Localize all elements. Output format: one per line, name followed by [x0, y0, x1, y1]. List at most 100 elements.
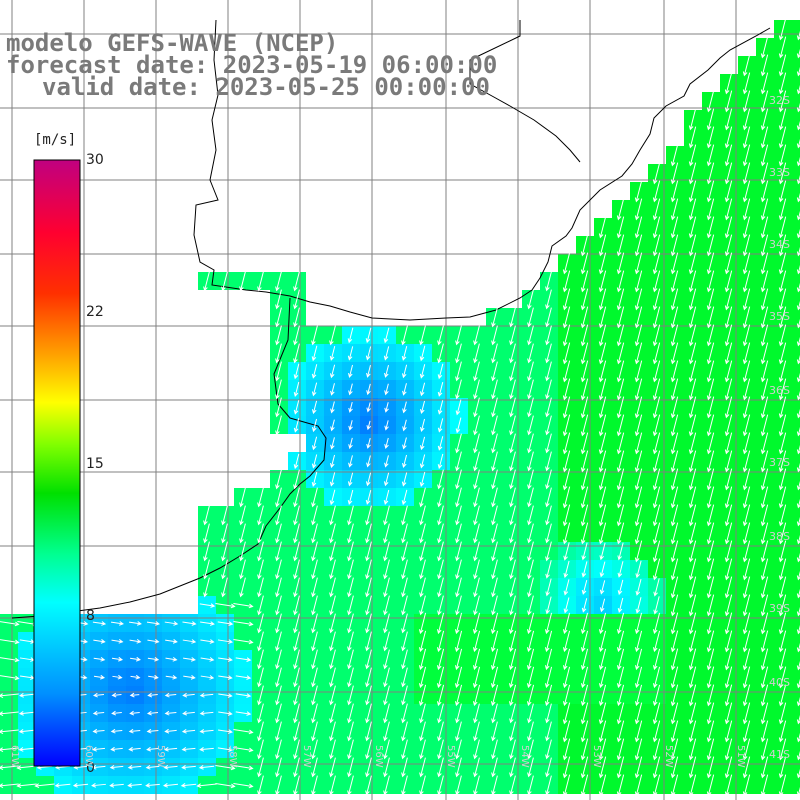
wind-arrow [670, 396, 679, 419]
wind-arrow [598, 396, 607, 419]
wind-arrow [491, 469, 498, 490]
wind-arrow [365, 505, 372, 526]
wind-arrow [491, 541, 498, 562]
wind-arrow [706, 108, 715, 131]
wind-arrow [72, 783, 89, 788]
wind-arrow [215, 765, 236, 771]
wind-arrow [329, 559, 336, 580]
wind-arrow [437, 343, 444, 364]
wind-arrow [652, 432, 661, 455]
wind-arrow [652, 756, 661, 779]
wind-arrow [778, 774, 787, 797]
wind-arrow [760, 576, 769, 599]
wind-arrow [796, 660, 800, 671]
colorbar-tick-30: 30 [86, 152, 104, 168]
wind-arrow [634, 234, 643, 257]
wind-arrow [742, 504, 751, 527]
wind-arrow [383, 649, 390, 670]
wind-arrow [796, 156, 800, 167]
wind-arrow [688, 252, 697, 275]
wind-arrow [164, 621, 179, 626]
wind-arrow [778, 612, 787, 635]
wind-arrow [401, 631, 408, 652]
wind-arrow [275, 613, 282, 634]
wind-arrow [130, 656, 141, 662]
wind-arrow [509, 343, 516, 364]
wind-speed-cell [792, 92, 800, 110]
wind-arrow [545, 361, 552, 382]
wind-arrow [562, 630, 571, 653]
wind-arrow [311, 523, 318, 544]
wind-arrow [706, 216, 715, 239]
wind-arrow [634, 324, 643, 347]
wind-arrow [580, 234, 589, 257]
wind-arrow [275, 685, 282, 706]
wind-arrow [347, 775, 354, 796]
wind-arrow [706, 396, 715, 419]
wind-arrow [455, 559, 462, 580]
wind-arrow [365, 703, 372, 724]
wind-arrow [760, 396, 769, 419]
wind-arrow [652, 216, 661, 239]
wind-arrow [293, 649, 300, 670]
wind-arrow [562, 270, 571, 293]
wind-arrow [634, 180, 643, 203]
wind-arrow [706, 414, 715, 437]
wind-arrow [760, 594, 769, 617]
wind-arrow [778, 522, 787, 545]
wind-arrow [293, 613, 300, 634]
wind-arrow [634, 522, 643, 545]
wind-arrow [491, 361, 498, 382]
wind-arrow [724, 684, 733, 707]
wind-arrow [778, 378, 787, 401]
wind-arrow [527, 505, 534, 526]
wind-arrow [129, 710, 140, 716]
model-title: modelo GEFS-WAVE (NCEP) [6, 29, 339, 57]
wind-arrow [200, 639, 215, 644]
wind-arrow [742, 594, 751, 617]
wind-arrow [491, 343, 498, 364]
wind-arrow [347, 649, 354, 670]
wind-arrow [348, 383, 353, 396]
wind-arrow [706, 630, 715, 653]
wind-arrow [257, 595, 264, 616]
wind-arrow [419, 382, 426, 397]
wind-arrow [598, 324, 607, 347]
wind-arrow [419, 703, 426, 724]
wind-arrow [760, 720, 769, 743]
wind-arrow [598, 486, 607, 509]
wind-arrow [706, 702, 715, 725]
wind-speed-cell [792, 470, 800, 488]
wind-arrow [418, 612, 427, 635]
wind-arrow [18, 729, 35, 734]
wind-arrow [330, 437, 335, 450]
wind-arrow [293, 343, 300, 364]
wind-arrow [598, 270, 607, 293]
wind-arrow [239, 577, 246, 598]
wind-arrow [383, 489, 390, 505]
wind-arrow [652, 558, 661, 581]
wind-arrow [455, 487, 462, 508]
wind-arrow [724, 216, 733, 239]
wind-arrow [130, 674, 141, 680]
wind-arrow [598, 702, 607, 725]
wind-arrow [455, 379, 462, 400]
wind-arrow [401, 325, 408, 346]
wind-arrow [401, 721, 408, 742]
wind-arrow [670, 702, 679, 725]
wind-arrow [545, 757, 552, 778]
wind-arrow [402, 383, 407, 396]
wind-arrow [599, 542, 606, 561]
wind-arrow [165, 674, 178, 680]
wind-arrow [146, 746, 159, 752]
wind-arrow [706, 288, 715, 311]
wind-arrow [616, 774, 625, 797]
wind-arrow [562, 720, 571, 743]
wind-arrow [545, 325, 552, 346]
wind-arrow [706, 666, 715, 689]
wind-arrow [92, 746, 105, 752]
wind-arrow [796, 768, 800, 779]
wind-arrow [491, 721, 498, 742]
wind-speed-cell [792, 200, 800, 218]
wind-arrow [580, 738, 589, 761]
